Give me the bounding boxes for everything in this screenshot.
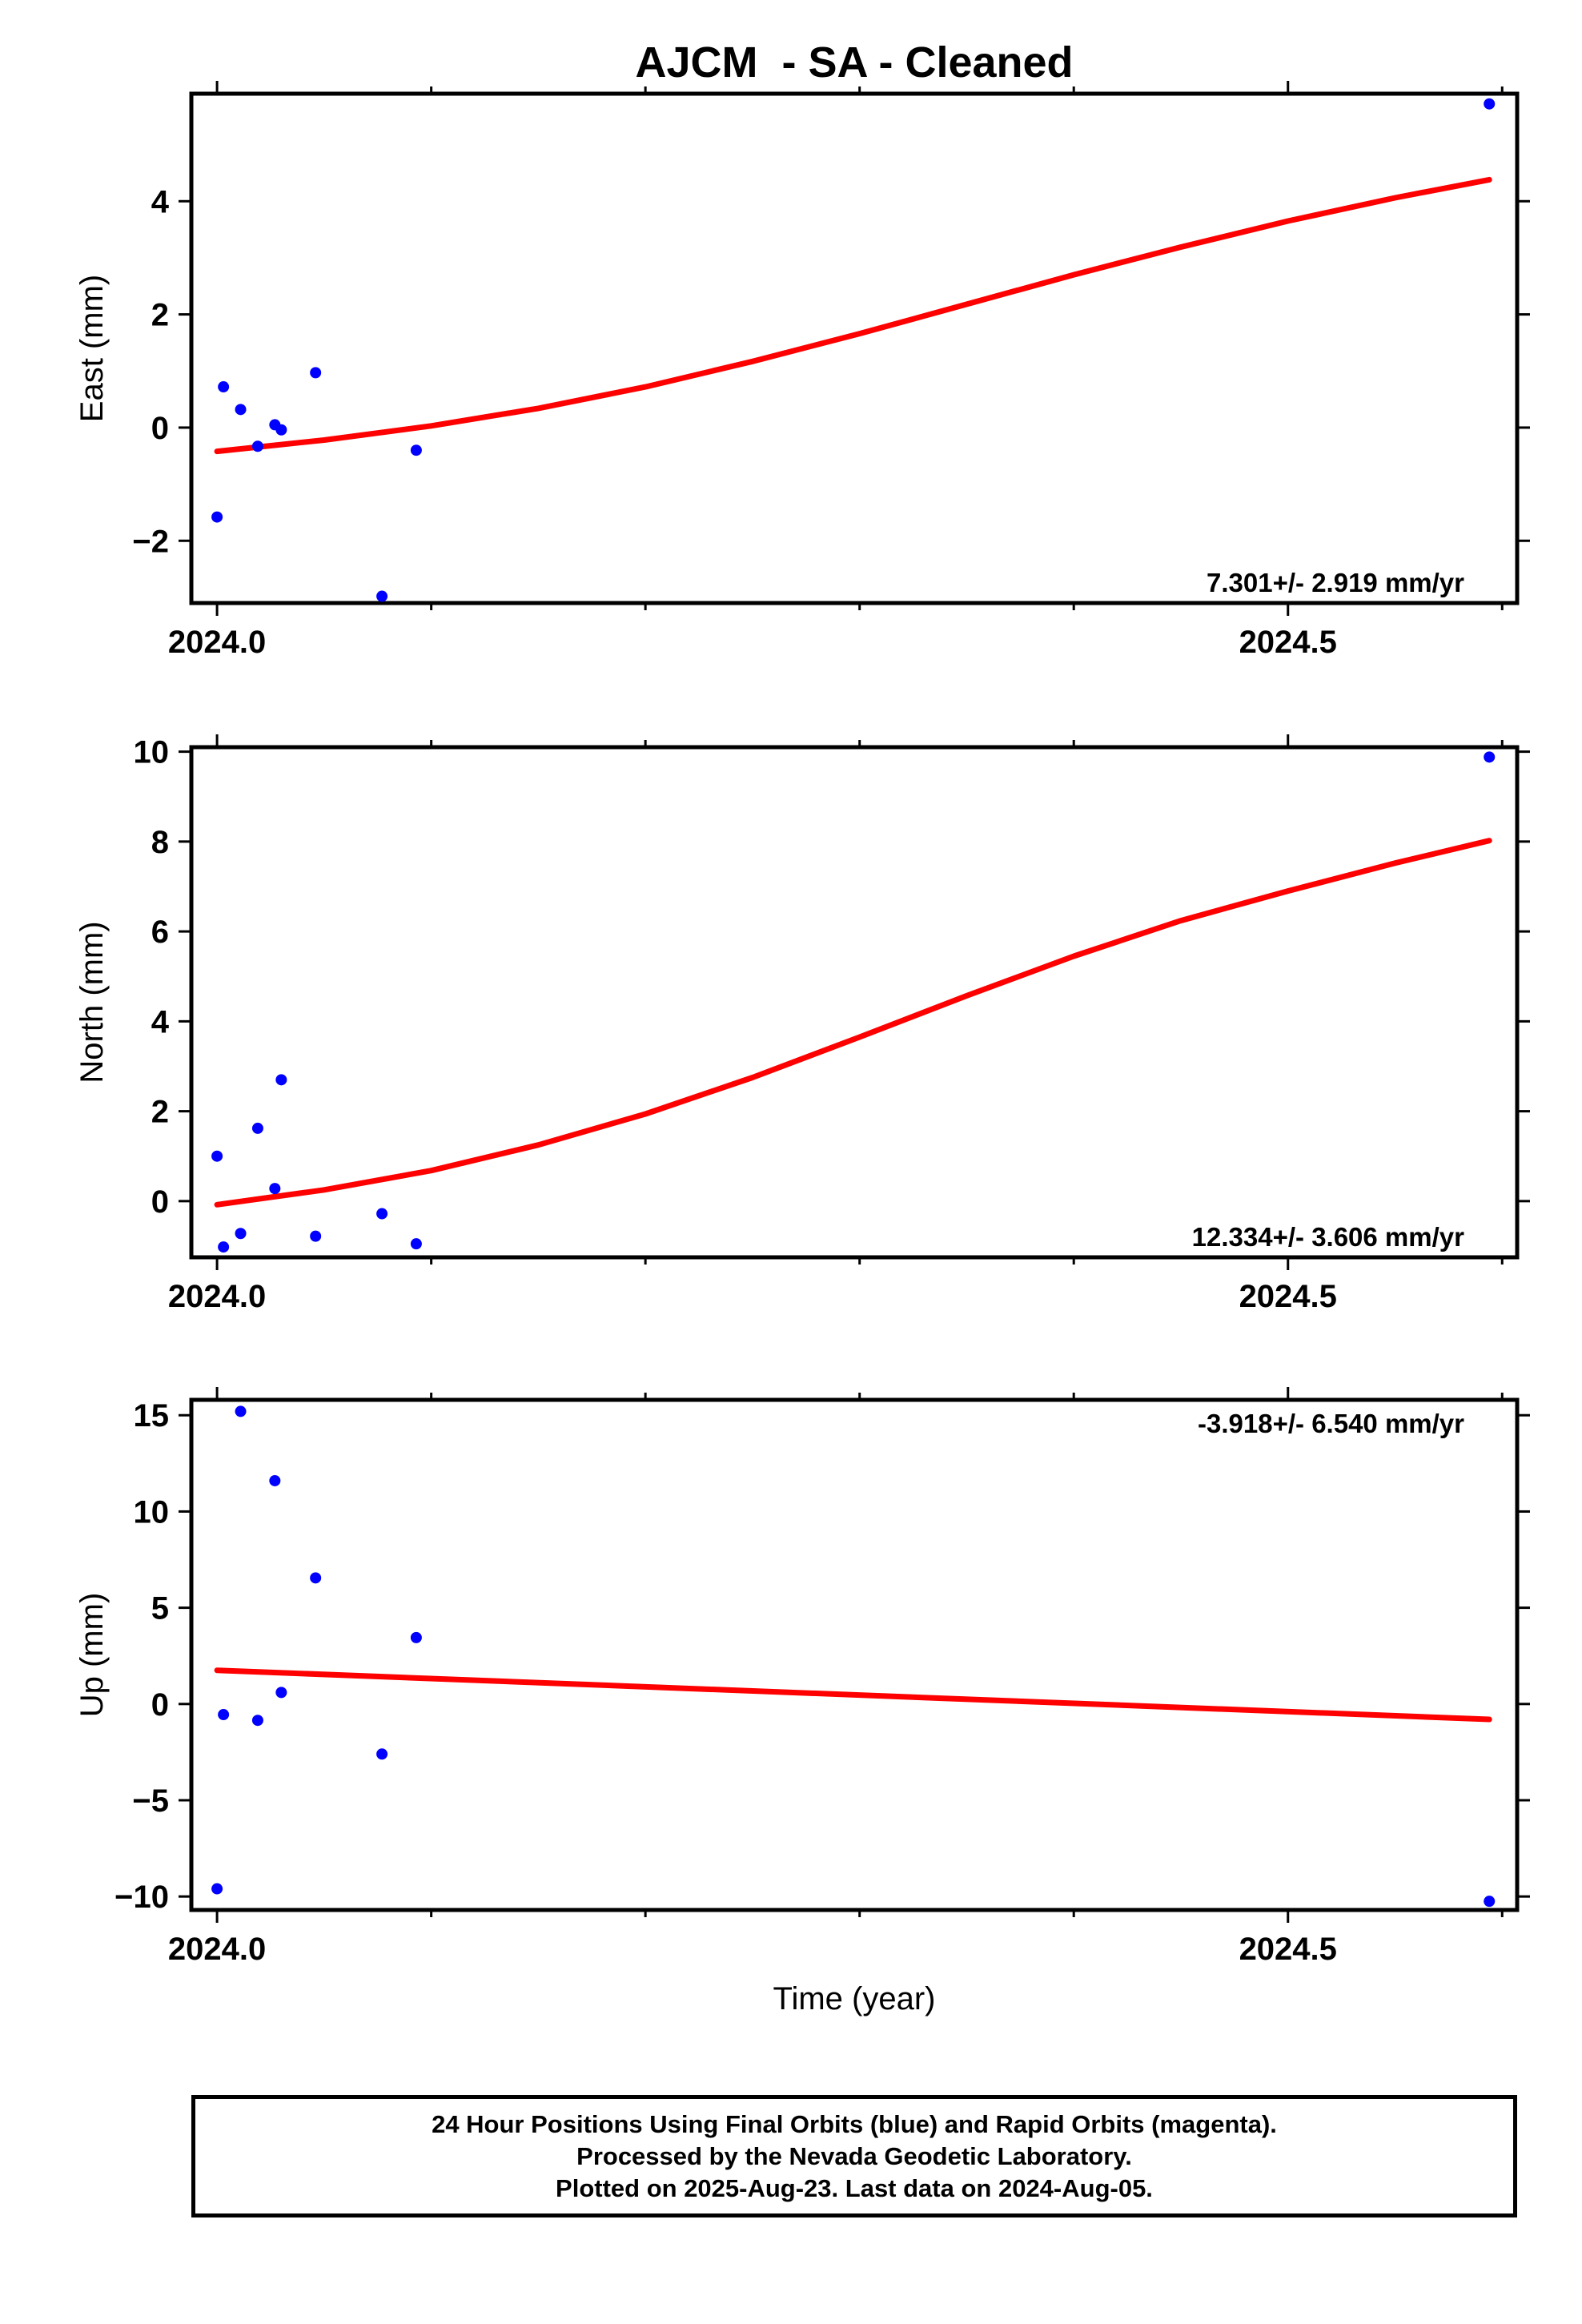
data-point [310,367,322,379]
y-tick-label: 4 [151,1004,170,1039]
footer-line-3: Plotted on 2025-Aug-23. Last data on 202… [556,2173,1153,2202]
rate-label: -3.918+/- 6.540 mm/yr [1198,1409,1464,1438]
data-point [269,1474,281,1486]
data-point [1484,1896,1496,1908]
data-point [275,1074,287,1086]
y-tick-label: 10 [134,735,170,770]
y-tick-label: 4 [151,184,170,219]
x-tick-label: 2024.5 [1239,1932,1337,1967]
y-tick-label: 6 [151,915,169,950]
y-tick-label: −10 [114,1880,169,1915]
y-tick-label: 0 [151,1687,169,1723]
data-point [410,444,422,456]
data-point [211,511,223,523]
plot-frame [189,91,1520,605]
data-point [310,1230,322,1242]
y-tick-label: 2 [151,1095,169,1130]
data-point [376,590,388,602]
data-point [275,424,287,436]
data-point [218,1241,230,1253]
data-point [376,1748,388,1760]
x-tick-label: 2024.5 [1239,1279,1337,1314]
data-point [310,1572,322,1584]
y-tick-label: 10 [134,1494,170,1530]
data-point [211,1150,223,1162]
footer-line-2: Processed by the Nevada Geodetic Laborat… [576,2141,1132,2170]
chart-title: AJCM - SA - Cleaned [635,38,1073,86]
fit-line [214,838,1492,1208]
rate-label: 7.301+/- 2.919 mm/yr [1207,568,1464,597]
data-point [275,1687,287,1699]
data-point [235,404,247,416]
x-tick-label: 2024.0 [168,1279,266,1314]
x-tick-label: 2024.0 [168,625,266,660]
y-axis-label: North (mm) [74,921,110,1083]
data-point [410,1631,422,1643]
y-tick-label: 5 [151,1591,169,1626]
panel-up: 2024.0 2024.5 −10 −5 0 5 10 15 Up (mm) -3.918+/- … [74,1387,1530,1967]
data-point [235,1228,247,1240]
panel-north: 2024.0 2024.5 0 2 4 6 8 10 North (mm) 12.334+/- 3… [74,734,1530,1314]
fit-line [214,176,1492,455]
data-point [211,1883,223,1895]
y-tick-label: 2 [151,298,169,333]
y-tick-label: −5 [132,1783,169,1819]
y-tick-label: 8 [151,825,169,860]
data-point [1484,751,1496,763]
data-point [1484,98,1496,110]
x-tick-label: 2024.0 [168,1932,266,1967]
data-point [251,1715,263,1727]
footer-line-1: 24 Hour Positions Using Final Orbits (bl… [432,2109,1277,2138]
data-point [269,1183,281,1195]
data-point [218,381,230,393]
y-tick-label: 15 [134,1398,170,1433]
y-axis-label: Up (mm) [74,1593,110,1718]
data-point [376,1208,388,1220]
data-point [235,1405,247,1417]
panel-east: 2024.0 2024.5 −2 0 2 4 East (mm) 7.301+/- 2.919… [74,81,1530,660]
data-point [410,1238,422,1250]
y-tick-label: 0 [151,1184,169,1220]
plot-frame [189,745,1520,1260]
x-axis-label: Time (year) [773,1981,936,2016]
y-axis-label: East (mm) [74,275,110,422]
data-point [218,1709,230,1721]
y-tick-label: 0 [151,411,169,446]
plot-frame [189,1397,1520,1912]
y-tick-label: −2 [132,524,169,559]
fit-line [214,1667,1492,1723]
footer-box: 24 Hour Positions Using Final Orbits (bl… [191,2095,1517,2217]
rate-label: 12.334+/- 3.606 mm/yr [1192,1222,1464,1252]
data-point [251,1122,263,1134]
data-point [251,440,263,452]
x-tick-label: 2024.5 [1239,625,1337,660]
